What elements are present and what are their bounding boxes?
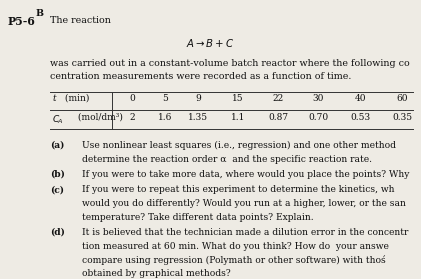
Text: 0.35: 0.35: [392, 113, 412, 122]
Text: $C_{\!A}$: $C_{\!A}$: [52, 113, 63, 126]
Text: 0.87: 0.87: [268, 113, 288, 122]
Text: 1.6: 1.6: [158, 113, 172, 122]
Text: temperature? Take different data points? Explain.: temperature? Take different data points?…: [82, 213, 314, 222]
Text: was carried out in a constant-volume batch reactor where the following co: was carried out in a constant-volume bat…: [50, 59, 410, 68]
Text: 15: 15: [232, 94, 244, 103]
Text: 0: 0: [129, 94, 135, 103]
Text: 60: 60: [396, 94, 408, 103]
Text: determine the reaction order α  and the specific reaction rate.: determine the reaction order α and the s…: [82, 155, 372, 163]
Text: It is believed that the technician made a dilution error in the concentr: It is believed that the technician made …: [82, 228, 408, 237]
Text: If you were to repeat this experiment to determine the kinetics, wh: If you were to repeat this experiment to…: [82, 186, 394, 194]
Text: 30: 30: [312, 94, 324, 103]
Text: centration measurements were recorded as a function of time.: centration measurements were recorded as…: [50, 72, 352, 81]
Text: would you do differently? Would you run at a higher, lower, or the san: would you do differently? Would you run …: [82, 199, 406, 208]
Text: P5-6: P5-6: [8, 16, 36, 27]
Text: (min): (min): [62, 94, 89, 103]
Text: B: B: [36, 9, 44, 18]
Text: (b): (b): [50, 170, 65, 179]
Text: obtained by graphical methods?: obtained by graphical methods?: [82, 268, 231, 278]
Text: compare using regression (Polymath or other software) with thoś: compare using regression (Polymath or ot…: [82, 255, 386, 265]
Text: 22: 22: [272, 94, 284, 103]
Text: The reaction: The reaction: [50, 16, 111, 25]
Text: (c): (c): [50, 186, 64, 194]
Text: 2: 2: [129, 113, 135, 122]
Text: 0.53: 0.53: [350, 113, 370, 122]
Text: tion measured at 60 min. What do you think? How do  your answe: tion measured at 60 min. What do you thi…: [82, 242, 389, 251]
Text: 1.35: 1.35: [188, 113, 208, 122]
Text: (d): (d): [50, 228, 65, 237]
Text: 40: 40: [354, 94, 366, 103]
Text: $A\rightarrow B + C$: $A\rightarrow B + C$: [186, 37, 234, 49]
Text: 9: 9: [195, 94, 201, 103]
Text: 0.70: 0.70: [308, 113, 328, 122]
Text: 5: 5: [162, 94, 168, 103]
Text: t: t: [52, 94, 56, 103]
Text: If you were to take more data, where would you place the points? Why: If you were to take more data, where wou…: [82, 170, 409, 179]
Text: 1.1: 1.1: [231, 113, 245, 122]
Text: Use nonlinear least squares (i.e., regression) and one other method: Use nonlinear least squares (i.e., regre…: [82, 141, 396, 150]
Text: (a): (a): [50, 141, 64, 150]
Text: (mol/dm³): (mol/dm³): [75, 113, 123, 122]
